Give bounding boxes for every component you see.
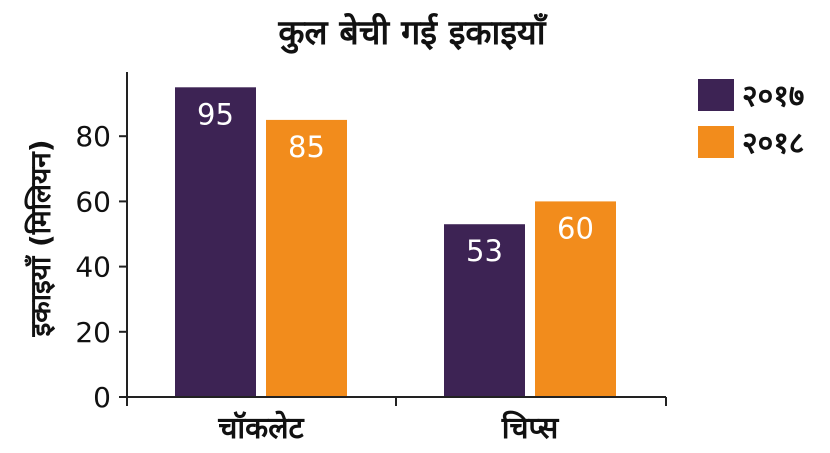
bar bbox=[444, 224, 525, 397]
data-label: 60 bbox=[557, 211, 594, 245]
legend-label: २०१८ bbox=[742, 126, 804, 161]
bar bbox=[266, 119, 347, 398]
y-tick-label: 80 bbox=[75, 120, 111, 153]
legend-swatch bbox=[698, 79, 734, 111]
data-label: 85 bbox=[288, 130, 325, 164]
bar bbox=[175, 87, 256, 398]
chart-title: कुल बेची गई इकाइयाँ bbox=[277, 12, 548, 54]
data-label: 95 bbox=[197, 97, 234, 131]
x-tick-label: चॉकलेट bbox=[217, 410, 305, 446]
y-tick-label: 20 bbox=[75, 316, 111, 349]
x-tick-label: चिप्स bbox=[501, 410, 560, 446]
y-tick-label: 0 bbox=[93, 381, 111, 414]
legend-label: २०१७ bbox=[742, 79, 804, 114]
bar bbox=[535, 201, 616, 397]
plot-area: 95 85 चॉकलेट 53 60 चिप्स 0 20 40 60 80 bbox=[75, 72, 667, 446]
legend: २०१७ २०१८ bbox=[698, 79, 804, 161]
y-tick-label: 40 bbox=[75, 251, 111, 284]
legend-swatch bbox=[698, 126, 734, 158]
y-axis-label: इकाइयाँ (मिलियन) bbox=[24, 139, 57, 337]
data-label: 53 bbox=[466, 234, 503, 268]
y-tick-label: 60 bbox=[75, 185, 111, 218]
